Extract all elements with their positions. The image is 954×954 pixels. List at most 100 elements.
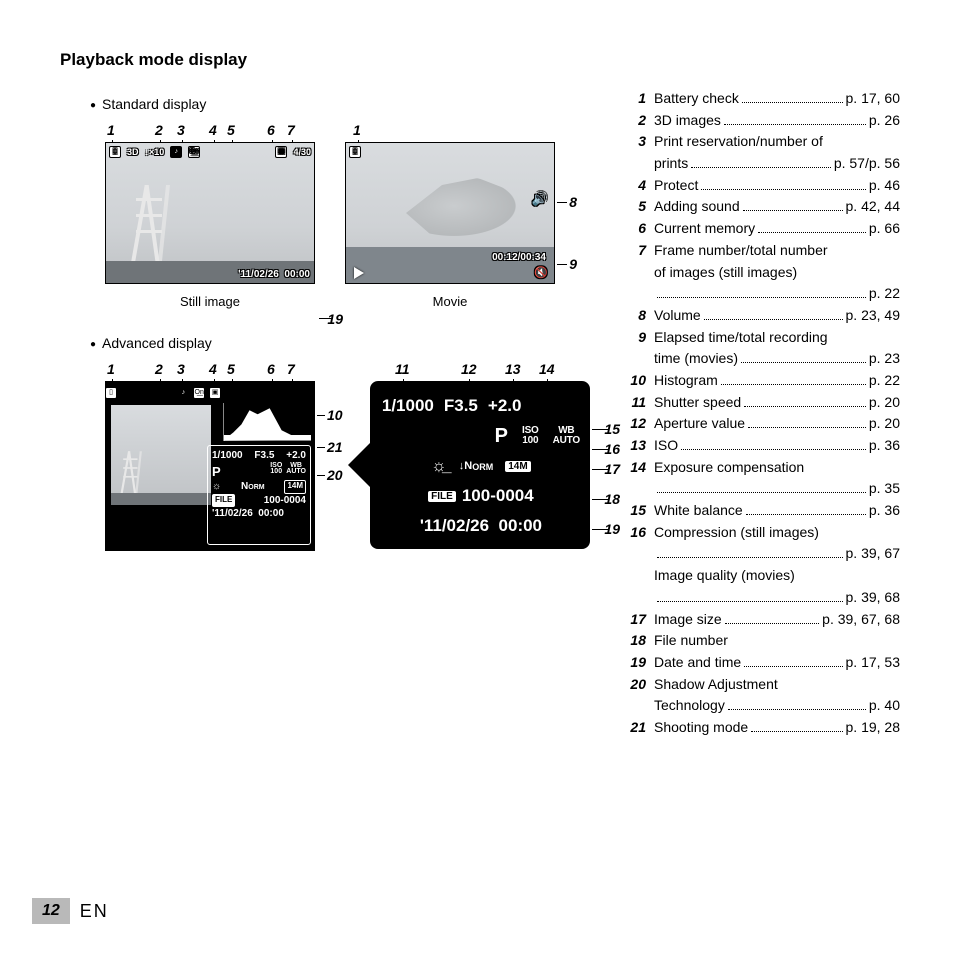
ref-row: 1Battery checkp. 17, 60 — [620, 88, 900, 110]
adv-norm: NORM — [241, 480, 265, 494]
section-advanced-label: Advanced display — [90, 335, 590, 351]
still-display-wrap: ▯ 3D ↓×10 ♪ O͟n ▣ 4/30 '11/02/26 00:00 1… — [105, 142, 315, 325]
ref-sub-row: Technologyp. 40 — [654, 695, 900, 717]
det-callout-14: 14 — [539, 361, 555, 377]
ref-row: 9Elapsed time/total recording — [620, 327, 900, 349]
callout-4: 4 — [209, 122, 217, 138]
det-iso-val: 100 — [522, 436, 538, 447]
adv-file-badge: FILE — [212, 494, 235, 508]
ref-row: 5Adding soundp. 42, 44 — [620, 196, 900, 218]
adv-size: 14M — [284, 480, 306, 494]
det-mode: P — [495, 425, 508, 448]
ref-sub-row: p. 39, 68 — [654, 587, 900, 609]
print-res-label: ↓×10 — [145, 147, 165, 157]
callout-8: 8 — [569, 194, 577, 210]
ref-row: 19Date and timep. 17, 53 — [620, 652, 900, 674]
ref-row: 7Frame number/total number — [620, 240, 900, 262]
volume-icon: 🔊 — [532, 191, 548, 207]
ref-row: 6Current memoryp. 66 — [620, 218, 900, 240]
adv-info-panel: 1/1000 F3.5 +2.0 P ISO 100 — [207, 445, 311, 545]
det-file-badge: FILE — [428, 491, 456, 502]
adv-aperture: F3.5 — [254, 449, 274, 463]
adv-callouts-row: 1 2 3 4 5 6 7 11 12 13 14 — [105, 361, 635, 381]
ref-row: 10Histogramp. 22 — [620, 370, 900, 392]
adv-callout-7: 7 — [287, 361, 295, 377]
left-column: Standard display 1 2 3 4 5 6 7 1 — [60, 88, 590, 739]
callout-2: 2 — [155, 122, 163, 138]
three-d-label: 3D — [121, 381, 139, 397]
still-topbar: ▯ 3D ↓×10 ♪ O͟n ▣ 4/30 — [109, 145, 311, 159]
adv-wb-val: AUTO — [286, 469, 306, 475]
ref-row: 20Shadow Adjustment — [620, 674, 900, 696]
three-d-label: 3D — [127, 147, 139, 157]
callout-10: 10 — [327, 407, 343, 423]
movie-callout-1: 1 — [353, 122, 361, 138]
ref-sub-row: p. 39, 67 — [654, 543, 900, 565]
callout-19-still: 19 — [327, 311, 343, 327]
callout-1: 1 — [107, 122, 115, 138]
ref-sub-row: p. 22 — [654, 283, 900, 305]
det-datetime: '11/02/26 00:00 — [420, 516, 542, 536]
adv-datetime: '11/02/26 00:00 — [212, 507, 284, 521]
ref-sub-row: time (movies)p. 23 — [654, 348, 900, 370]
still-screen: ▯ 3D ↓×10 ♪ O͟n ▣ 4/30 '11/02/26 00:00 — [105, 142, 315, 284]
det-ev: +2.0 — [488, 396, 522, 416]
det-callout-11: 11 — [395, 361, 410, 377]
adv-mode: P — [212, 463, 221, 481]
battery-icon: ▯ — [109, 146, 121, 158]
callout-6: 6 — [267, 122, 275, 138]
movie-screen: ▯ 🔊 00:12/00:34 🔇 — [345, 142, 555, 284]
callout-21: 21 — [327, 439, 343, 455]
det-wb-val: AUTO — [553, 436, 580, 447]
ref-row: 16Compression (still images) — [620, 522, 900, 544]
ref-row: 15White balancep. 36 — [620, 500, 900, 522]
callout-20: 20 — [327, 467, 343, 483]
reference-list: 1Battery checkp. 17, 6023D imagesp. 263P… — [620, 88, 900, 739]
det-shutter: 1/1000 — [382, 396, 434, 416]
ref-row: 14Exposure compensation — [620, 457, 900, 479]
memory-icon: ▣ — [209, 387, 221, 399]
ref-row: 11Shutter speedp. 20 — [620, 392, 900, 414]
ref-row: 12Aperture valuep. 20 — [620, 413, 900, 435]
ref-sub-row: Image quality (movies) — [654, 565, 900, 587]
callout-3: 3 — [177, 122, 185, 138]
det-callout-12: 12 — [461, 361, 477, 377]
movie-elapsed: 00:12/00:34 — [492, 252, 546, 263]
section-standard-label: Standard display — [90, 96, 590, 112]
frame-count: 4/30 — [293, 147, 311, 157]
det-callout-13: 13 — [505, 361, 521, 377]
battery-icon: ▯ — [349, 146, 361, 158]
callout-9: 9 — [569, 256, 577, 272]
adv-shutter: 1/1000 — [212, 449, 243, 463]
std-callouts-row: 1 2 3 4 5 6 7 1 — [105, 122, 565, 142]
sound-icon: ♪ — [170, 146, 182, 158]
movie-caption: Movie — [345, 294, 555, 309]
advanced-screen: ▯ 3D ↓×10 ♪ O͟n ▣ 4/30 — [105, 381, 315, 551]
adv-callout-1: 1 — [107, 361, 115, 377]
protect-icon: O͟n — [193, 387, 205, 399]
frame-count: 4/30 — [225, 381, 252, 397]
print-res-label: ↓×10 — [143, 381, 174, 397]
page-title: Playback mode display — [60, 50, 894, 70]
det-file: 100-0004 — [462, 486, 534, 506]
ref-row: 23D imagesp. 26 — [620, 110, 900, 132]
adv-callout-3: 3 — [177, 361, 185, 377]
det-norm: ↓NORM — [459, 460, 493, 472]
det-shadow-icon: ☼̲ — [431, 456, 447, 476]
sound-icon: ♪ — [177, 387, 189, 399]
ref-row: 13ISOp. 36 — [620, 435, 900, 457]
ref-row: 21Shooting modep. 19, 28 — [620, 717, 900, 739]
page-number: 12 — [32, 898, 70, 924]
ref-sub-row: p. 35 — [654, 478, 900, 500]
still-datetime: '11/02/26 00:00 — [238, 269, 310, 280]
page-footer: 12 EN — [32, 898, 109, 924]
still-caption: Still image — [105, 294, 315, 309]
adv-file: 100-0004 — [264, 494, 306, 508]
memory-icon: ▣ — [275, 146, 287, 158]
callout-7: 7 — [287, 122, 295, 138]
adv-shadow-icon: ☼ — [212, 480, 221, 494]
play-icon — [354, 267, 364, 279]
adv-topbar: ▯ 3D ↓×10 ♪ O͟n ▣ 4/30 — [105, 381, 315, 399]
adv-callout-6: 6 — [267, 361, 275, 377]
det-aperture: F3.5 — [444, 396, 478, 416]
